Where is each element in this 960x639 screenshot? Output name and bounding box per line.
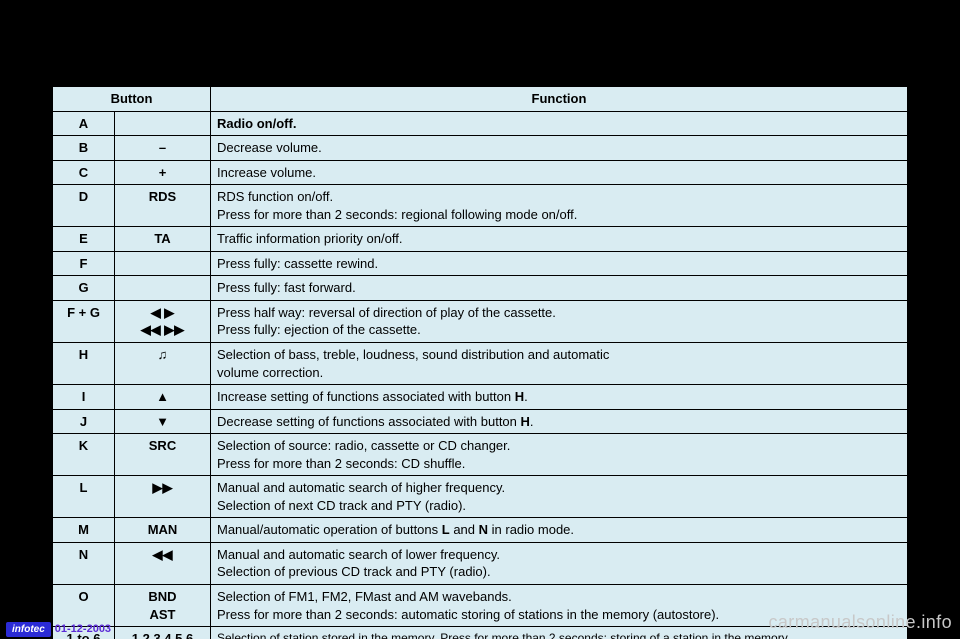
- symbol-cell: RDS: [115, 185, 211, 227]
- table-row: J▼Decrease setting of functions associat…: [53, 409, 908, 434]
- symbol-cell: SRC: [115, 434, 211, 476]
- function-cell: Selection of source: radio, cassette or …: [211, 434, 908, 476]
- button-cell: H: [53, 343, 115, 385]
- button-cell: F: [53, 251, 115, 276]
- table-header-row: Button Function: [53, 87, 908, 112]
- header-button: Button: [53, 87, 211, 112]
- button-cell: A: [53, 111, 115, 136]
- button-cell: C: [53, 160, 115, 185]
- symbol-cell: [115, 251, 211, 276]
- function-cell: Press half way: reversal of direction of…: [211, 300, 908, 342]
- table-row: B–Decrease volume.: [53, 136, 908, 161]
- symbol-cell: ♫: [115, 343, 211, 385]
- symbol-cell: [115, 276, 211, 301]
- footer-date: 01-12-2003: [55, 623, 111, 635]
- table-row: L▶▶Manual and automatic search of higher…: [53, 476, 908, 518]
- footer-bar: infotec 01-12-2003: [0, 619, 960, 639]
- table-row: ETATraffic information priority on/off.: [53, 227, 908, 252]
- function-cell: Manual and automatic search of lower fre…: [211, 542, 908, 584]
- button-cell: B: [53, 136, 115, 161]
- function-cell: Decrease setting of functions associated…: [211, 409, 908, 434]
- symbol-cell: ◀◀: [115, 542, 211, 584]
- button-cell: L: [53, 476, 115, 518]
- table-row: I▲Increase setting of functions associat…: [53, 385, 908, 410]
- symbol-cell: [115, 111, 211, 136]
- symbol-cell: ▼: [115, 409, 211, 434]
- function-cell: Decrease volume.: [211, 136, 908, 161]
- header-function: Function: [211, 87, 908, 112]
- table-row: F Press fully: cassette rewind.: [53, 251, 908, 276]
- function-cell: Manual and automatic search of higher fr…: [211, 476, 908, 518]
- table-row: H♫Selection of bass, treble, loudness, s…: [53, 343, 908, 385]
- symbol-cell: MAN: [115, 518, 211, 543]
- function-cell: Press fully: cassette rewind.: [211, 251, 908, 276]
- table-row: DRDSRDS function on/off.Press for more t…: [53, 185, 908, 227]
- function-cell: Radio on/off.: [211, 111, 908, 136]
- symbol-cell: +: [115, 160, 211, 185]
- symbol-cell: ▲: [115, 385, 211, 410]
- function-cell: Selection of bass, treble, loudness, sou…: [211, 343, 908, 385]
- function-cell: Increase setting of functions associated…: [211, 385, 908, 410]
- button-cell: E: [53, 227, 115, 252]
- symbol-cell: TA: [115, 227, 211, 252]
- table-row: F + G◀ ▶◀◀ ▶▶Press half way: reversal of…: [53, 300, 908, 342]
- button-cell: G: [53, 276, 115, 301]
- button-cell: D: [53, 185, 115, 227]
- button-cell: I: [53, 385, 115, 410]
- button-cell: F + G: [53, 300, 115, 342]
- table-row: N◀◀Manual and automatic search of lower …: [53, 542, 908, 584]
- function-cell: RDS function on/off.Press for more than …: [211, 185, 908, 227]
- button-cell: M: [53, 518, 115, 543]
- function-cell: Traffic information priority on/off.: [211, 227, 908, 252]
- function-cell: Press fully: fast forward.: [211, 276, 908, 301]
- reference-table: Button Function ARadio on/off.B–Decrease…: [52, 86, 908, 639]
- infotec-badge: infotec: [6, 622, 51, 637]
- symbol-cell: ◀ ▶◀◀ ▶▶: [115, 300, 211, 342]
- table-row: MMANManual/automatic operation of button…: [53, 518, 908, 543]
- table-row: KSRCSelection of source: radio, cassette…: [53, 434, 908, 476]
- document-page: Button Function ARadio on/off.B–Decrease…: [52, 86, 908, 639]
- button-cell: N: [53, 542, 115, 584]
- function-cell: Increase volume.: [211, 160, 908, 185]
- button-cell: J: [53, 409, 115, 434]
- table-row: C+Increase volume.: [53, 160, 908, 185]
- function-cell: Manual/automatic operation of buttons L …: [211, 518, 908, 543]
- table-row: A Radio on/off.: [53, 111, 908, 136]
- table-row: G Press fully: fast forward.: [53, 276, 908, 301]
- button-cell: K: [53, 434, 115, 476]
- symbol-cell: –: [115, 136, 211, 161]
- symbol-cell: ▶▶: [115, 476, 211, 518]
